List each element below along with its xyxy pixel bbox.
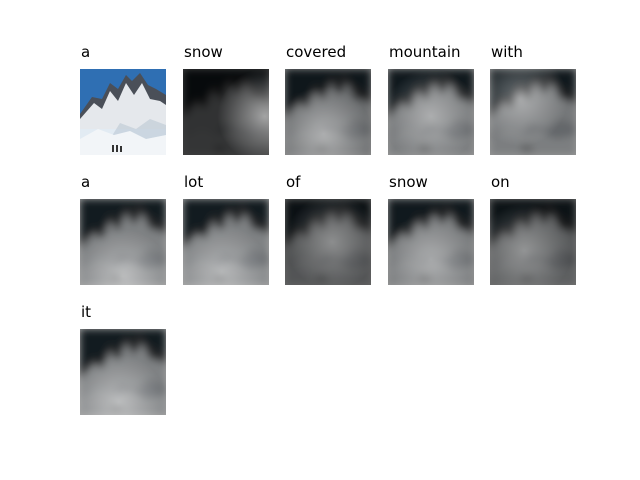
attention-map xyxy=(490,199,576,285)
word-label: lot xyxy=(184,173,203,191)
attention-map xyxy=(183,199,269,285)
word-cell: a xyxy=(80,43,170,163)
word-cell: lot xyxy=(183,173,273,293)
word-label: covered xyxy=(286,43,346,61)
word-label: on xyxy=(491,173,510,191)
word-cell: on xyxy=(490,173,580,293)
word-label: with xyxy=(491,43,523,61)
mountain-photo xyxy=(80,69,166,155)
attention-map xyxy=(285,199,371,285)
attention-map xyxy=(388,199,474,285)
attention-map xyxy=(80,329,166,415)
word-cell: of xyxy=(285,173,375,293)
word-cell: a xyxy=(80,173,170,293)
attention-map xyxy=(183,69,269,155)
attention-map xyxy=(388,69,474,155)
word-label: snow xyxy=(184,43,223,61)
word-cell: snow xyxy=(388,173,478,293)
word-label: snow xyxy=(389,173,428,191)
word-label: a xyxy=(81,173,90,191)
word-label: mountain xyxy=(389,43,461,61)
attention-map xyxy=(80,199,166,285)
word-cell: snow xyxy=(183,43,273,163)
word-cell: it xyxy=(80,303,170,423)
word-label: it xyxy=(81,303,91,321)
attention-map xyxy=(285,69,371,155)
word-label: a xyxy=(81,43,90,61)
word-cell: with xyxy=(490,43,580,163)
word-cell: covered xyxy=(285,43,375,163)
word-label: of xyxy=(286,173,300,191)
attention-map xyxy=(490,69,576,155)
word-cell: mountain xyxy=(388,43,478,163)
